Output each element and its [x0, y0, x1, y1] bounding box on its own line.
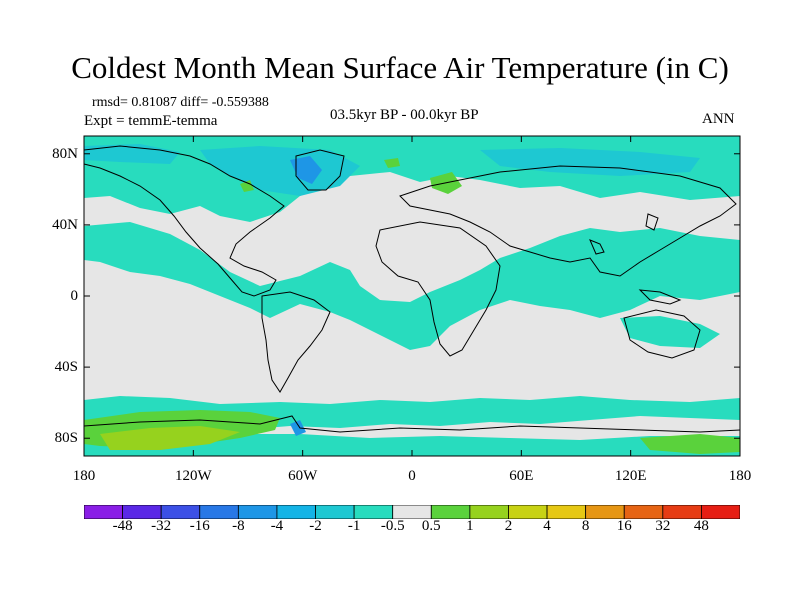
latitude-tick-label: 80N — [52, 145, 78, 162]
colorbar-swatch — [701, 505, 740, 519]
stats-text: rmsd= 0.81087 diff= -0.559388 — [92, 95, 269, 110]
colorbar-swatch — [160, 505, 201, 519]
colorbar-swatch — [276, 505, 316, 519]
antarctic-warming-core — [100, 426, 240, 450]
hudson-bay-warming — [240, 180, 254, 192]
experiment-label: Expt = temmE-temma — [84, 113, 218, 129]
colorbar-swatch — [430, 505, 471, 519]
colorbar-tick-label: 1 — [466, 518, 474, 534]
colorbar-swatch — [623, 505, 664, 519]
coastlines — [83, 145, 741, 433]
indonesia-coast — [638, 289, 682, 305]
longitude-tick-label: 180 — [72, 468, 96, 484]
australia-coast — [623, 309, 701, 359]
longitude-tick-label: 120E — [614, 468, 647, 484]
colorbar-tick-label: -2 — [309, 518, 322, 534]
colorbar-tick-label: -16 — [189, 518, 210, 534]
colorbar — [84, 505, 740, 519]
colorbar-tick-label: -32 — [151, 518, 172, 534]
latitude-tick-label: 80S — [54, 430, 78, 447]
plot-area — [83, 135, 741, 457]
north-atlantic-cooling — [200, 146, 360, 196]
longitude-tick-label: 180 — [728, 468, 752, 484]
colorbar-tick-label: 16 — [616, 518, 632, 534]
map-title: Coldest Month Mean Surface Air Temperatu… — [71, 50, 729, 85]
india-coast — [589, 239, 605, 255]
period-label: 03.5kyr BP - 00.0kyr BP — [330, 107, 479, 123]
greenland-coast — [295, 149, 345, 191]
longitude-tick-label: 120W — [174, 468, 212, 484]
axis-ticks — [83, 136, 741, 456]
colorbar-tick-label: -0.5 — [380, 518, 405, 534]
season-label: ANN — [702, 111, 735, 127]
colorbar-swatch — [237, 505, 278, 519]
tropical-cooling-band — [84, 222, 740, 350]
longitude-tick-label: 60W — [288, 468, 318, 484]
colorbar-tick-label: -4 — [270, 518, 284, 534]
colorbar-swatch — [508, 505, 548, 519]
colorbar-swatch — [585, 505, 625, 519]
colorbar-tick-label: 0.5 — [421, 518, 441, 534]
colorbar-tick-label: -8 — [232, 518, 245, 534]
colorbar-swatch — [122, 505, 162, 519]
colorbar-tick-label: 48 — [693, 518, 709, 534]
colorbar-swatch — [84, 505, 123, 519]
south-america-coast — [261, 291, 331, 393]
colorbar-swatch — [469, 505, 509, 519]
latitude-tick-label: 40N — [52, 216, 78, 233]
strongest-cooling-regions — [290, 156, 322, 436]
colorbar-tick-label: 8 — [581, 518, 590, 534]
colorbar-swatch — [546, 505, 587, 519]
north-america-coast — [83, 145, 285, 297]
colorbar-tick-label: 32 — [655, 518, 671, 534]
warming-regions — [84, 158, 740, 454]
antarctic-peninsula-cooling — [290, 420, 306, 436]
colorbar-swatch — [315, 505, 355, 519]
colorbar-swatch — [662, 505, 702, 519]
colorbar-tick-label: 2 — [504, 518, 513, 534]
arctic-warming-patch — [384, 158, 400, 168]
colorbar-tick-label: -48 — [112, 518, 133, 534]
colorbar-swatch — [199, 505, 239, 519]
australia-cooling-region — [620, 316, 720, 348]
colorbar-tick-label: 4 — [543, 518, 551, 534]
latitude-tick-label: 40S — [54, 359, 78, 376]
greenland-cooling — [290, 156, 322, 184]
colorbar-swatch — [353, 505, 394, 519]
antarctica-coast — [83, 415, 741, 433]
east-antarctic-warming — [640, 434, 740, 454]
antarctic-cooling-band — [84, 432, 740, 456]
japan-coast — [645, 213, 659, 231]
eurasia-coast — [399, 165, 737, 277]
africa-coast — [375, 221, 501, 357]
longitude-tick-label: 60E — [509, 468, 534, 484]
colorbar-tick-label: -1 — [347, 518, 361, 534]
alaska-cooling — [84, 144, 180, 164]
latitude-tick-label: 0 — [70, 288, 79, 304]
colorbar-swatch — [392, 505, 432, 519]
longitude-tick-label: 0 — [408, 468, 416, 484]
